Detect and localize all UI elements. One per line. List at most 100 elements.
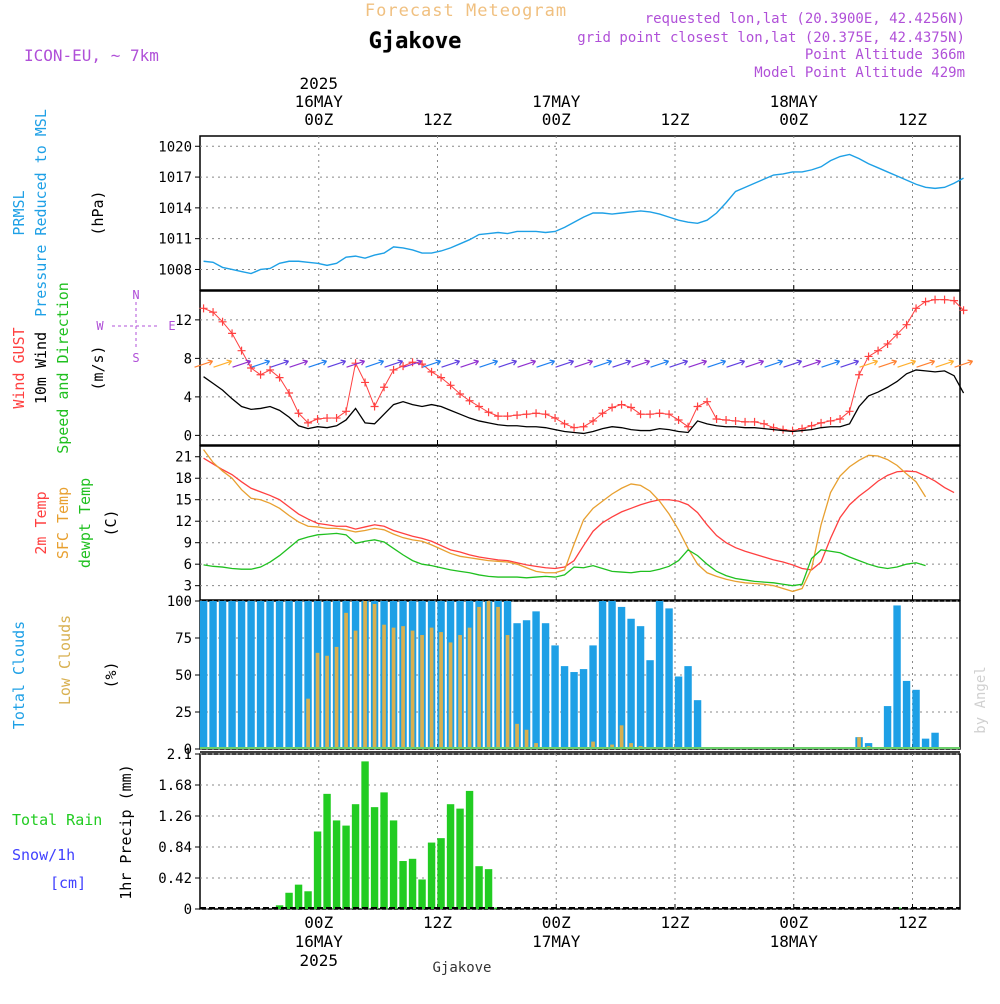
- gust-marker: [845, 407, 854, 416]
- total-cloud-bar: [522, 620, 531, 749]
- total-cloud-bar: [541, 623, 550, 749]
- y-tick-label: 6: [184, 557, 192, 573]
- y-tick-label: 1.26: [158, 809, 192, 825]
- low-cloud-bar: [420, 635, 424, 749]
- total-cloud-bar: [551, 645, 559, 749]
- rain-bar: [332, 820, 341, 909]
- low-cloud-bar: [467, 627, 472, 749]
- gust-marker: [503, 412, 512, 421]
- total-cloud-bar: [275, 601, 284, 749]
- gust-marker: [427, 367, 436, 376]
- total-cloud-bar: [627, 618, 635, 749]
- wind-direction-arrow: [289, 359, 309, 368]
- gust-marker: [437, 373, 446, 382]
- low-cloud-bar: [477, 606, 481, 749]
- low-cloud-bar: [429, 627, 434, 749]
- compass-label: S: [132, 351, 139, 365]
- total-cloud-bar: [921, 738, 930, 749]
- gust-marker: [741, 417, 750, 426]
- wind-direction-arrow: [859, 359, 879, 368]
- gust-marker: [912, 304, 921, 313]
- footer-location: Gjakove: [432, 960, 491, 976]
- low-cloud-bar: [382, 624, 386, 749]
- gust-marker: [237, 346, 246, 355]
- gust-marker: [323, 414, 332, 423]
- location-title: Gjakove: [369, 29, 462, 54]
- gust-marker: [950, 296, 959, 305]
- model-name: ICON-EU, ~ 7km: [24, 46, 159, 65]
- y-tick-label: 18: [175, 471, 192, 487]
- y-axis-label: Wind GUST: [10, 327, 28, 408]
- low-cloud-bar: [391, 627, 396, 749]
- wind-direction-arrow: [783, 359, 803, 368]
- wind-direction-arrow: [897, 359, 917, 368]
- gust-marker: [722, 415, 731, 424]
- temp-sfc-line: [203, 449, 927, 593]
- total-cloud-bar: [902, 680, 911, 749]
- y-tick-label: 0.84: [158, 840, 192, 856]
- y-tick-label: 1014: [158, 201, 192, 217]
- gust-marker: [332, 414, 341, 423]
- wind-direction-arrow: [935, 359, 955, 368]
- gust-marker: [256, 370, 265, 379]
- wind-direction-arrow: [669, 359, 689, 368]
- y-axis-label: Total Clouds: [10, 621, 28, 729]
- y-axis-label: Speed and Direction: [54, 282, 72, 454]
- panel-temperature: 3 6 9 12 15 18 21 2m Temp SFC Temp dewpt Temp (C): [32, 445, 961, 601]
- rain-bar: [370, 807, 379, 909]
- y-axis-label: PRMSL: [10, 190, 28, 235]
- gust-marker: [684, 422, 693, 431]
- y-tick-label: 1011: [158, 232, 192, 248]
- top-time-label: 00Z: [542, 110, 571, 129]
- wind-direction-arrow: [840, 359, 860, 368]
- y-axis-unit: (m/s): [89, 345, 107, 390]
- total-cloud-bar: [883, 706, 892, 749]
- low-cloud-bar: [372, 603, 377, 749]
- wind-direction-arrow: [764, 359, 784, 368]
- wind-direction-arrow: [498, 359, 518, 368]
- gust-marker: [285, 389, 294, 398]
- wind-direction-arrow: [441, 359, 461, 368]
- y-tick-label: 50: [175, 668, 192, 684]
- rain-bar: [313, 831, 322, 909]
- gust-marker: [589, 416, 598, 425]
- y-tick-label: 3: [184, 579, 192, 595]
- gust-marker: [855, 370, 864, 379]
- wind-direction-arrow: [232, 359, 252, 368]
- wind-direction-arrow: [574, 359, 594, 368]
- wind-direction-arrow: [916, 359, 936, 368]
- point-altitude: Point Altitude 366m: [805, 47, 965, 63]
- low-cloud-bar: [524, 729, 529, 749]
- gust-marker: [342, 407, 351, 416]
- wind-direction-arrow: [194, 359, 214, 368]
- y-axis-label: Low Clouds: [56, 615, 74, 705]
- wind-direction-arrow: [650, 359, 670, 368]
- legend-snow-unit: [cm]: [50, 874, 86, 892]
- rain-bar: [446, 804, 455, 909]
- gust-marker: [551, 414, 560, 423]
- y-tick-label: 1020: [158, 139, 192, 155]
- compass-label: E: [168, 319, 175, 333]
- total-cloud-bar: [912, 689, 920, 749]
- gust-marker: [294, 409, 303, 418]
- gust-marker: [731, 416, 740, 425]
- low-cloud-bar: [363, 601, 367, 749]
- total-cloud-bar: [693, 700, 702, 749]
- total-cloud-bar: [209, 601, 217, 749]
- total-cloud-bar: [256, 601, 265, 749]
- rain-bar: [361, 761, 369, 909]
- gust-marker: [779, 425, 788, 434]
- gust-marker: [931, 295, 940, 304]
- grid-coords: grid point closest lon,lat (20.375E, 42.…: [577, 30, 965, 46]
- panel-frame: [199, 445, 961, 601]
- total-cloud-bar: [684, 666, 692, 749]
- total-cloud-bar: [294, 601, 303, 749]
- y-tick-label: 1008: [158, 262, 192, 278]
- gust-marker: [570, 423, 579, 432]
- credit: by Angel: [973, 666, 989, 733]
- gust-marker: [636, 410, 645, 419]
- rain-bar: [427, 842, 436, 909]
- panel-clouds: 0 25 50 75 100 Total Clouds Low Clouds (%): [10, 594, 961, 758]
- gust-marker: [389, 365, 398, 374]
- total-cloud-bar: [532, 611, 540, 749]
